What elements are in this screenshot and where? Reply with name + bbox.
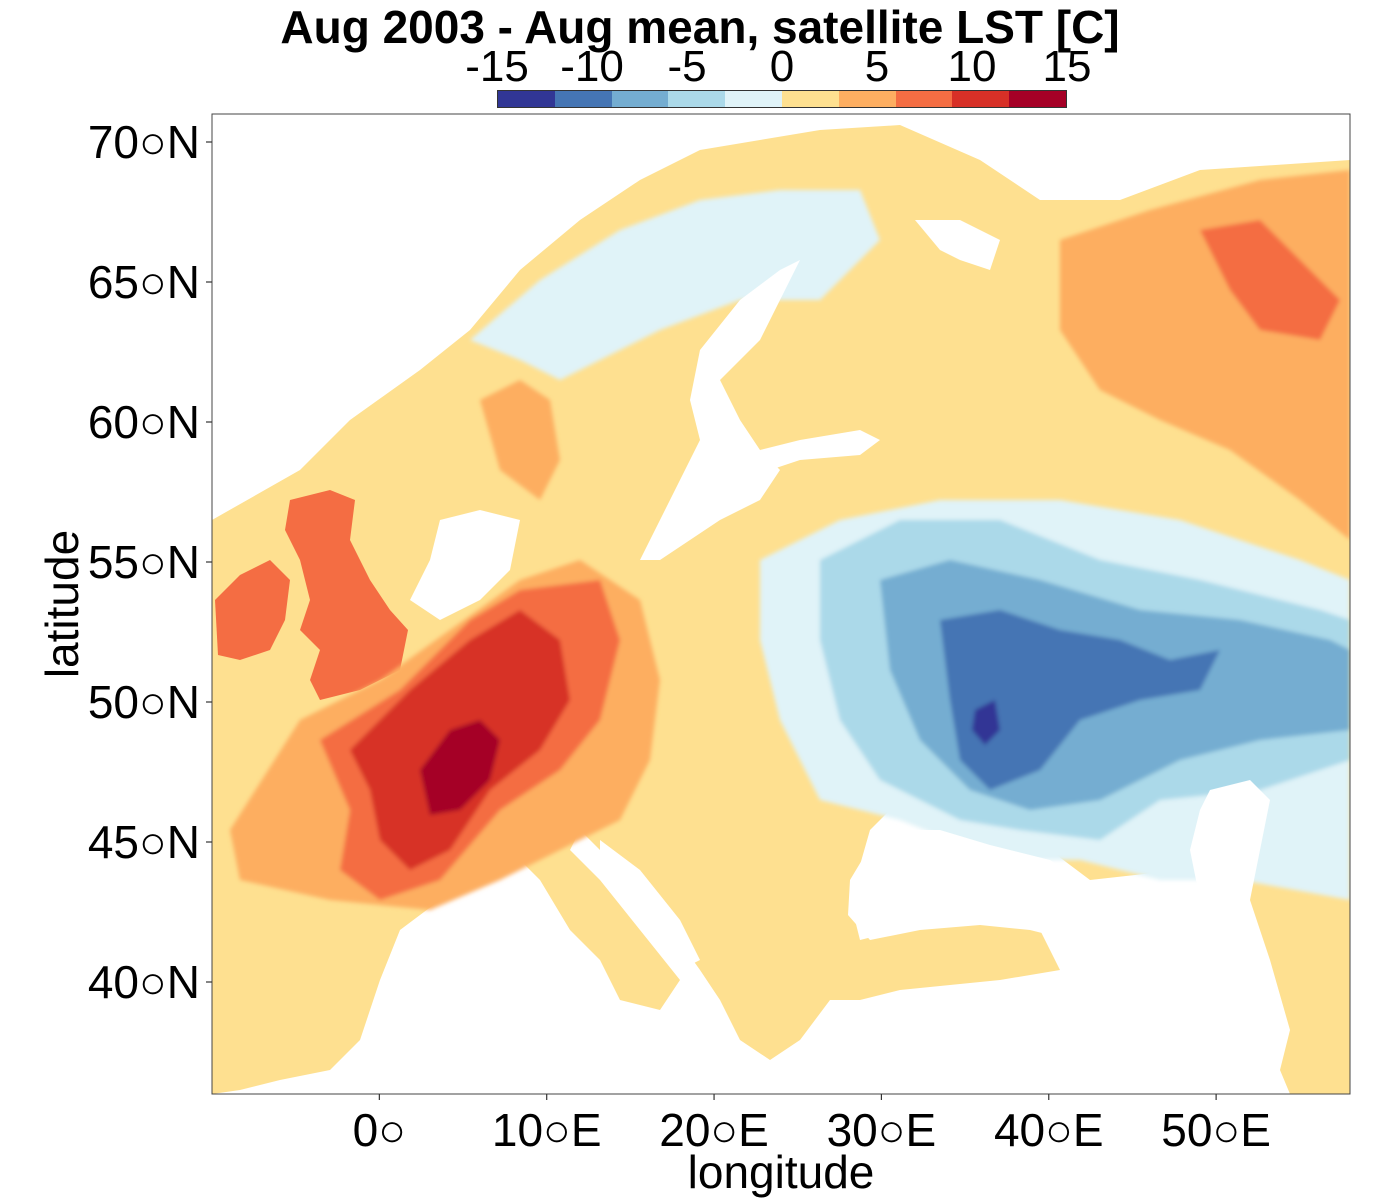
warmer-patch-komi [1200, 220, 1340, 340]
colorbar-label: 0 [769, 42, 795, 91]
colorbar-swatch [781, 91, 839, 107]
colorbar-swatch [725, 91, 782, 107]
colorbar-swatch [838, 91, 896, 107]
colorbar-labels: -15 -10 -5 0 5 10 15 [0, 44, 1400, 90]
caspian-sea [1190, 780, 1290, 1070]
x-tick-label: 10○E [492, 1104, 602, 1156]
y-tick-label: 45○N [88, 816, 200, 868]
y-tick-marks [206, 141, 212, 983]
y-axis-title: latitude [36, 530, 88, 678]
colorbar-swatch [611, 91, 669, 107]
colorbar-swatch [1009, 91, 1066, 107]
white-sea [915, 220, 1000, 270]
x-tick-marks [378, 1094, 1217, 1100]
north-sea [410, 510, 520, 620]
y-tick-label: 70○N [88, 116, 200, 168]
baltic-sea [640, 260, 800, 560]
land-anomaly-layer [212, 125, 1350, 1094]
x-tick-label: 40○E [994, 1104, 1104, 1156]
colorbar-label: 5 [864, 42, 890, 91]
hottest-patch-central-france [420, 720, 500, 815]
gulf-of-finland [760, 430, 880, 470]
y-tick-label: 50○N [88, 676, 200, 728]
plot-border [211, 113, 1351, 1095]
x-tick-label: 0○ [353, 1104, 406, 1156]
x-tick-label: 20○E [659, 1104, 769, 1156]
map-title: Aug 2003 - Aug mean, satellite LST [C] [280, 1, 1120, 53]
min-patch-center [972, 700, 1000, 745]
anomaly-patches [230, 170, 1350, 910]
mild-patch-scandinavia [470, 190, 880, 380]
y-tick-label: 55○N [88, 536, 200, 588]
y-tick-label: 60○N [88, 396, 200, 448]
colorbar-label: -5 [667, 42, 707, 91]
x-tick-label: 50○E [1161, 1104, 1271, 1156]
coldest-patch-southern-russia [940, 610, 1220, 790]
x-tick-label: 30○E [827, 1104, 937, 1156]
warm-patch-norway [480, 380, 560, 500]
colorbar-swatch [668, 91, 726, 107]
colorbar-swatch [498, 91, 555, 107]
x-axis: 0○ 10○E 20○E 30○E 40○E 50○E longitude [353, 1094, 1271, 1198]
y-axis: 70○N 65○N 60○N 55○N 50○N 45○N 40○N latit… [36, 116, 212, 1008]
x-axis-title: longitude [688, 1146, 875, 1198]
colorbar [497, 90, 1067, 108]
britain-land [285, 490, 408, 700]
colorbar-label: -15 [465, 42, 529, 91]
colorbar-swatch [952, 91, 1010, 107]
mediterranean-sea [380, 920, 740, 1094]
ireland-land [215, 560, 290, 660]
black-sea [848, 830, 1080, 940]
colorbar-label: 10 [947, 42, 997, 91]
colorbar-label: -10 [560, 42, 624, 91]
colorbar-label: 15 [1042, 42, 1092, 91]
y-tick-label: 65○N [88, 256, 200, 308]
y-tick-label: 40○N [88, 956, 200, 1008]
colorbar-swatch [895, 91, 953, 107]
colorbar-swatch [554, 91, 612, 107]
adriatic-sea [600, 840, 700, 970]
